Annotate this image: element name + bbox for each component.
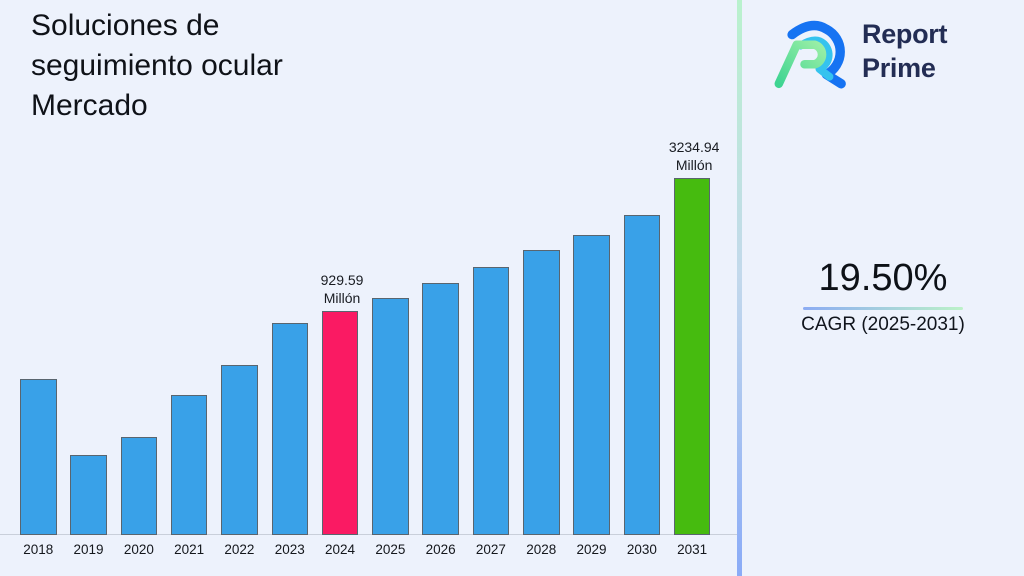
x-tick-2029: 2029 (576, 542, 607, 557)
x-tick-2021: 2021 (174, 542, 205, 557)
bar-2029 (573, 235, 610, 535)
brand-name-line-1: Report (862, 19, 948, 49)
bar-2024 (321, 311, 359, 535)
x-tick-2018: 2018 (23, 542, 54, 557)
page-title: Soluciones de seguimiento ocular Mercado (31, 6, 283, 126)
page-title-line-2: seguimiento ocular (31, 49, 283, 82)
x-tick-2027: 2027 (475, 542, 506, 557)
bar-2021 (170, 395, 208, 535)
brand-name-line-2: Prime (862, 53, 936, 83)
x-tick-2030: 2030 (626, 542, 657, 557)
bar-chart: 2018 2019 2020 2021 2022 2023 2024 929.59 Milló… (0, 139, 737, 557)
brand-logo: Report Prime (771, 11, 948, 91)
bar-2023 (271, 323, 308, 535)
brand-name: Report Prime (862, 17, 948, 85)
x-tick-2028: 2028 (526, 542, 557, 557)
bar-2018 (20, 379, 57, 535)
value-label-2031: 3234.94 Millón (668, 139, 720, 173)
x-tick-2031: 2031 (677, 542, 708, 557)
bar-2026 (422, 283, 459, 535)
x-tick-2020: 2020 (123, 542, 154, 557)
bar-2020 (120, 437, 158, 535)
x-tick-2026: 2026 (425, 542, 456, 557)
bar-2027 (472, 267, 510, 535)
bar-2019 (70, 455, 107, 535)
x-tick-2025: 2025 (375, 542, 406, 557)
bar-2030 (623, 215, 661, 535)
page-title-line-3: Mercado (31, 89, 148, 122)
x-tick-2023: 2023 (274, 542, 305, 557)
bar-2022 (221, 365, 258, 535)
panel-divider (737, 0, 742, 576)
bar-2028 (523, 250, 560, 535)
cagr-value: 19.50% (818, 257, 948, 299)
bar-2025 (372, 298, 409, 535)
x-axis-line (0, 534, 737, 535)
report-prime-logo-icon (774, 20, 846, 89)
bar-2031 (673, 178, 711, 535)
x-tick-2024: 2024 (325, 542, 356, 557)
cagr-label: CAGR (2025-2031) (801, 314, 965, 335)
value-label-2024: 929.59 Millón (320, 272, 364, 306)
page-title-line-1: Soluciones de (31, 9, 220, 42)
cagr-underline (803, 307, 963, 310)
x-tick-2022: 2022 (224, 542, 255, 557)
x-tick-2019: 2019 (73, 542, 104, 557)
